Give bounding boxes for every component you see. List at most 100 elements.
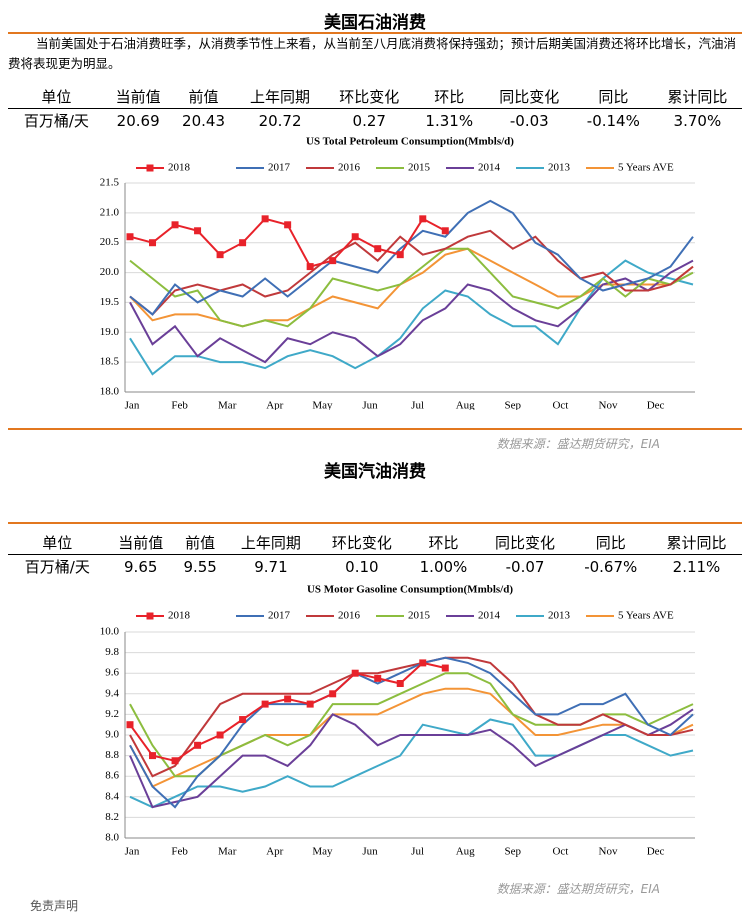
table-cell: 环比变化: [316, 531, 408, 555]
table-cell: 前值: [171, 85, 236, 109]
x-tick-label: Nov: [599, 400, 618, 410]
table: 单位 当前值 前值 上年同期 环比变化 环比 同比变化 同比 累计同比 百万桶/天 20.69 20.…: [8, 85, 742, 132]
point: [351, 233, 359, 241]
point: [216, 731, 224, 739]
point: [419, 215, 427, 223]
x-tick-label: May: [312, 846, 333, 858]
point: [441, 664, 449, 672]
table-cell: -0.67%: [584, 557, 638, 576]
y-tick-label: 9.6: [105, 667, 119, 679]
y-tick-label: 9.0: [105, 729, 119, 741]
x-tick-label: Jun: [362, 846, 378, 858]
legend-label: 2013: [548, 610, 571, 622]
point: [216, 251, 224, 259]
point: [441, 227, 449, 235]
series-line: [129, 259, 694, 376]
legend-label: 2015: [408, 162, 431, 174]
x-tick-label: Mar: [218, 846, 237, 858]
y-tick-label: 20.5: [100, 236, 120, 248]
x-tick-label: Nov: [599, 846, 618, 858]
x-tick-label: Dec: [647, 846, 665, 858]
x-tick-label: Oct: [552, 400, 568, 410]
point: [329, 690, 337, 698]
x-tick-label: Jul: [411, 400, 424, 410]
source: 数据来源：盛达期货研究，EIA: [496, 437, 660, 451]
point: [396, 251, 404, 259]
point: [284, 695, 292, 703]
point: [171, 221, 179, 229]
table-cell: 同比变化: [484, 85, 574, 109]
series-line: [129, 656, 694, 809]
y-tick-label: 21.5: [100, 177, 120, 189]
x-tick-label: Aug: [456, 846, 475, 858]
rule: [8, 32, 742, 34]
legend-label: 2018: [168, 162, 191, 174]
point: [374, 674, 382, 682]
point: [261, 215, 269, 223]
table-cell: 2.11%: [672, 557, 721, 576]
table-row: 单位 当前值 前值 上年同期 环比变化 环比 同比变化 同比 累计同比: [8, 531, 742, 555]
y-tick-label: 8.4: [105, 790, 119, 802]
series-line: [129, 229, 694, 316]
x-tick-label: Jan: [125, 400, 140, 410]
y-tick-label: 18.5: [100, 356, 120, 368]
legend-marker: [146, 612, 154, 620]
y-tick-label: 9.4: [105, 687, 119, 699]
table-cell: 上年同期: [225, 531, 317, 555]
x-tick-label: Dec: [647, 400, 665, 410]
x-tick-label: Jul: [411, 846, 424, 858]
x-tick-label: Feb: [171, 400, 188, 410]
legend-marker: [146, 164, 154, 172]
y-tick-label: 8.0: [105, 832, 119, 844]
x-tick-label: Mar: [218, 400, 237, 410]
x-tick-label: Aug: [456, 400, 475, 410]
legend-label: 5 Years AVE: [618, 610, 674, 622]
table-row: 百万桶/天 20.69 20.43 20.72 0.27 1.31% -0.03 -0.14%…: [8, 109, 742, 133]
source: 数据来源：盛达期货研究，EIA: [496, 882, 660, 896]
table-cell: 同比: [570, 531, 651, 555]
section-title: 美国汽油消费: [324, 462, 426, 482]
rule: [8, 522, 742, 524]
table-cell: -0.03: [509, 111, 549, 130]
point: [374, 245, 382, 253]
table-cell: 百万桶/天: [24, 558, 90, 576]
x-tick-label: Sep: [505, 400, 522, 410]
legend-label: 2014: [478, 610, 501, 622]
table-cell: 单位: [8, 85, 105, 109]
chart-title: US Total Petroleum Consumption(Mmbls/d): [306, 136, 514, 148]
y-tick-label: 10.0: [100, 626, 120, 638]
point: [261, 700, 269, 708]
series-line: [129, 247, 694, 328]
table-cell: 百万桶/天: [23, 112, 89, 130]
y-tick-label: 19.0: [100, 326, 120, 338]
point: [419, 659, 427, 667]
table-cell: 环比: [413, 85, 485, 109]
table-cell: 前值: [174, 531, 226, 555]
legend-label: 2017: [268, 610, 291, 622]
table-cell: 1.31%: [425, 111, 474, 130]
point: [329, 257, 337, 265]
table-cell: 20.69: [116, 111, 160, 130]
point: [149, 239, 157, 247]
x-tick-label: Oct: [552, 846, 568, 858]
table-cell: 累计同比: [652, 85, 742, 109]
y-tick-label: 21.0: [100, 206, 120, 218]
table-cell: 9.65: [124, 557, 158, 576]
x-tick-label: May: [312, 400, 333, 410]
table-cell: 0.10: [345, 557, 379, 576]
x-tick-label: Apr: [266, 846, 283, 858]
table-cell: 1.00%: [419, 557, 468, 576]
x-tick-label: Jan: [125, 846, 140, 858]
table-cell: 累计同比: [650, 531, 742, 555]
point: [126, 233, 134, 241]
point: [171, 757, 179, 765]
y-tick-label: 19.5: [100, 296, 120, 308]
table-cell: -0.07: [505, 557, 545, 576]
point: [306, 700, 314, 708]
table-cell: 20.72: [258, 111, 302, 130]
y-tick-label: 9.8: [105, 646, 119, 658]
y-tick-label: 20.0: [100, 266, 120, 278]
rule: [8, 428, 742, 430]
section-title: 美国石油消费: [324, 13, 426, 33]
